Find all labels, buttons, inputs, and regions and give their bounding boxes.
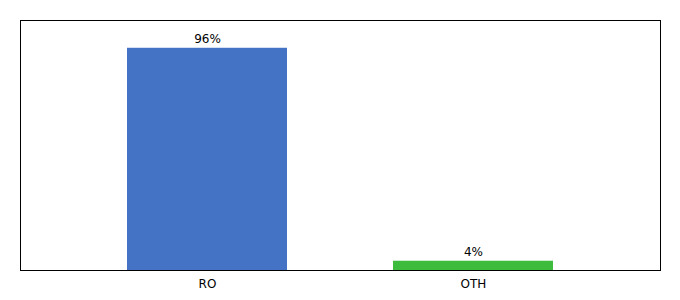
svg-text:4%: 4% <box>464 245 483 259</box>
svg-text:OTH: OTH <box>461 277 487 291</box>
svg-text:RO: RO <box>199 277 217 291</box>
svg-text:96%: 96% <box>194 32 221 46</box>
